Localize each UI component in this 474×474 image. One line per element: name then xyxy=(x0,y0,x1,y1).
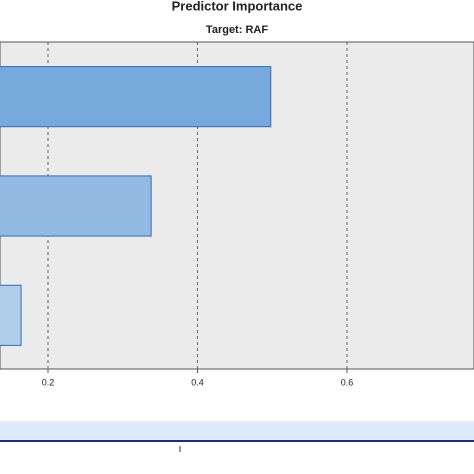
footer-band xyxy=(0,421,474,441)
bar xyxy=(0,66,272,128)
chart-subtitle: Target: RAF xyxy=(206,24,268,36)
x-tick-label: 0.6 xyxy=(341,377,354,387)
bar xyxy=(0,284,22,346)
x-tick-label: 0.2 xyxy=(42,377,55,387)
x-tick-label: 0.4 xyxy=(191,377,204,387)
chart-title: Predictor Importance xyxy=(172,0,303,13)
bar xyxy=(0,175,152,237)
